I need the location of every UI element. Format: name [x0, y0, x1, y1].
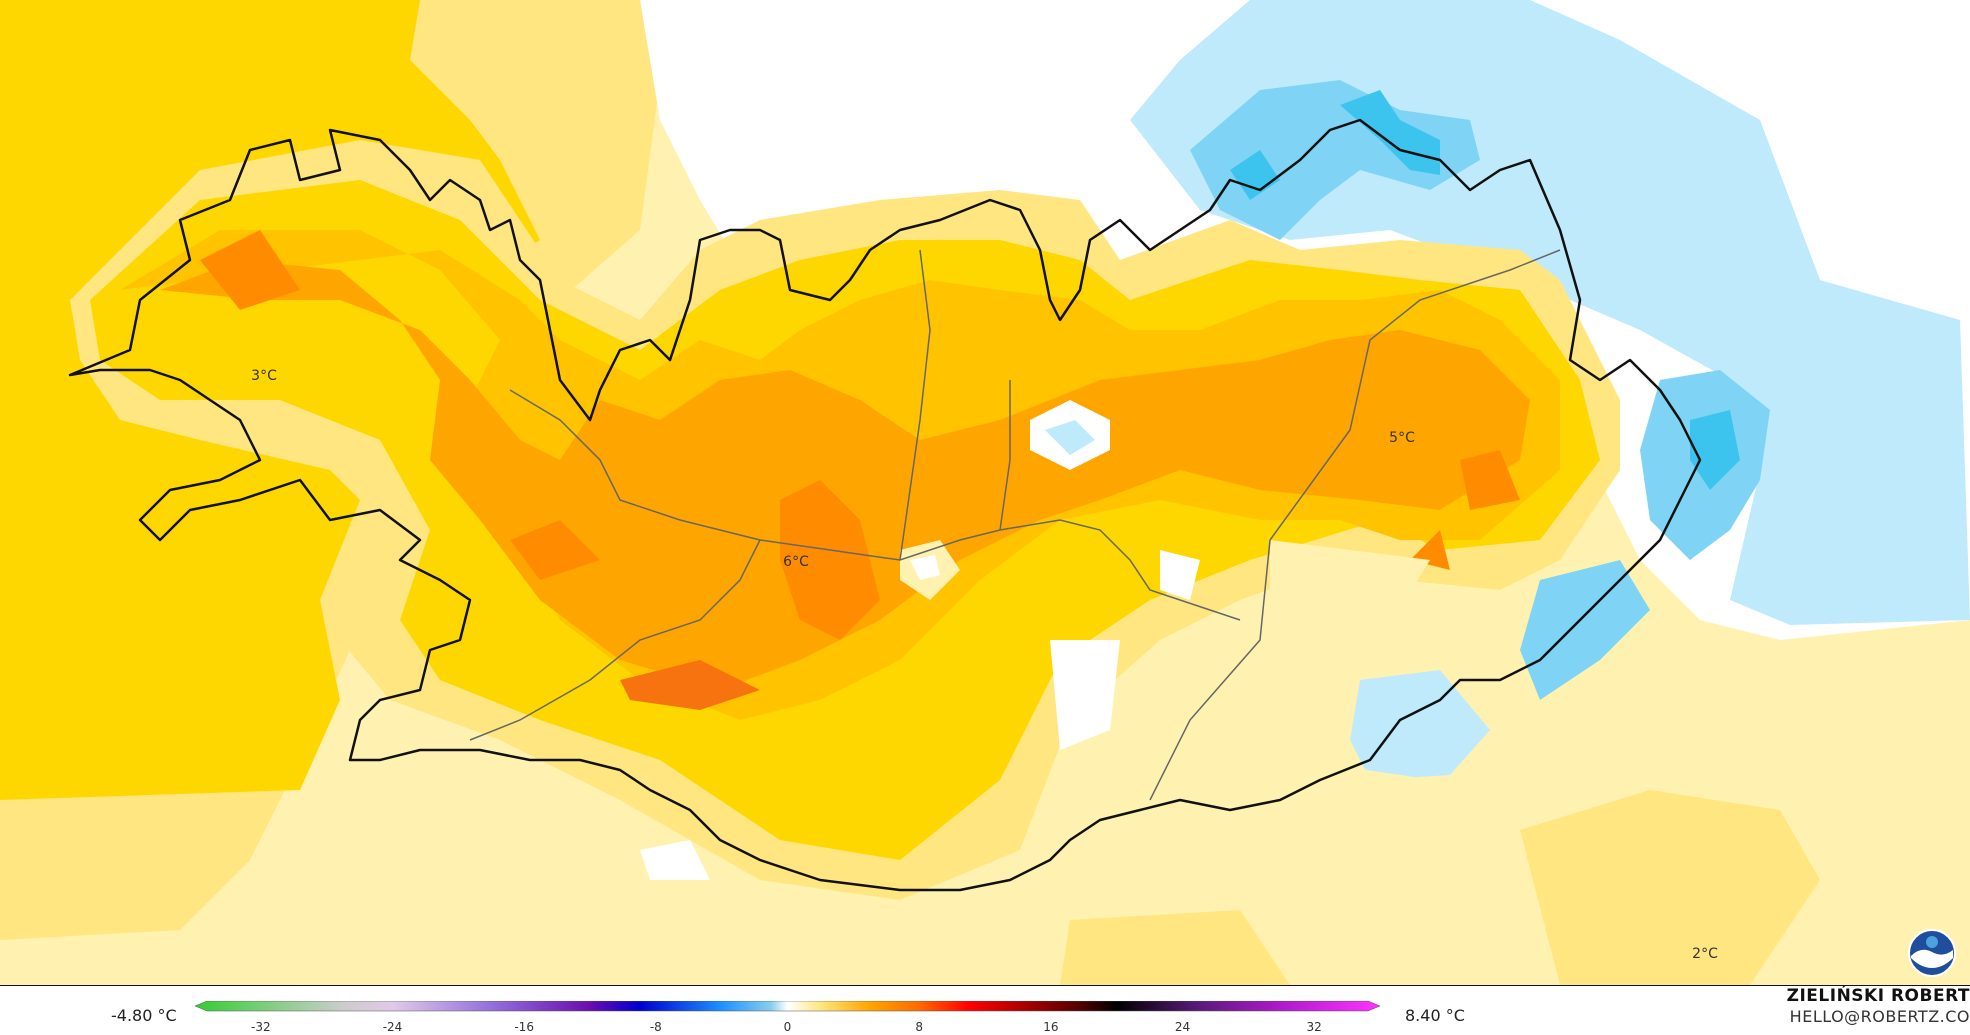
land-west-warm-core-2: [510, 520, 600, 580]
iceland-coastline: [68, 118, 1702, 892]
land-cool-spot-3: [1160, 550, 1200, 600]
sea-northeast-cold-band: [1190, 80, 1480, 240]
temp-label-west: 3°C: [251, 368, 277, 384]
colorbar-tick-label: 32: [1306, 1020, 1322, 1034]
temperature-colorbar: [195, 1001, 1380, 1012]
land-south-white-2: [640, 840, 710, 880]
colorbar-tick-label: 16: [1043, 1020, 1059, 1034]
colorbar-tick-label: -8: [649, 1020, 662, 1034]
region-border-3: [899, 249, 931, 561]
colorbar-bar: [195, 1001, 1380, 1012]
colorbar-tick-label: -16: [514, 1020, 534, 1034]
legend-max-label: 8.40 °C: [1405, 1006, 1465, 1025]
land-south-warm-core: [620, 660, 760, 710]
colorbar-tick-label: 0: [783, 1020, 792, 1034]
land-center-warm-core: [780, 480, 880, 640]
region-border-2: [469, 539, 761, 741]
region-border-4: [999, 380, 1011, 531]
sea-south-cool: [1350, 670, 1490, 780]
region-border-1: [509, 389, 1241, 621]
land-south-white: [1050, 640, 1120, 750]
sea-south-warm-patch-2: [1060, 910, 1290, 985]
region-border-5: [1149, 539, 1271, 801]
sea-northeast-cold-core-2: [1230, 150, 1280, 200]
region-border-6: [1269, 249, 1561, 541]
land-cold-spot-1-inner: [1045, 420, 1095, 455]
credit-email: HELLO@ROBERTZ.CO: [1789, 1007, 1970, 1026]
temp-label-east: 5°C: [1389, 430, 1415, 446]
map-canvas: [0, 0, 1970, 985]
credit-name: ZIELIŃSKI ROBERT: [1786, 986, 1970, 1006]
temp-label-center: 6°C: [783, 554, 809, 570]
legend-min-label: -4.80 °C: [111, 1006, 177, 1025]
sea-east-cold-core: [1690, 410, 1740, 490]
land-layer-4: [160, 260, 1530, 690]
temp-label-southeast-sea: 2°C: [1692, 946, 1718, 962]
sea-south-warm-patch: [1520, 790, 1820, 985]
land-east-warm-core: [1460, 450, 1520, 510]
sea-southeast-cold: [1520, 560, 1650, 700]
legend-footer: -4.80 °C 8.40 °C ZIELIŃSKI ROBERT HELLO@…: [0, 986, 1970, 1035]
land-southeast-cool: [1270, 540, 1430, 640]
noaa-logo-icon: [1908, 929, 1956, 977]
colorbar-tick-label: 24: [1174, 1020, 1191, 1034]
colorbar-tick-label: 8: [915, 1020, 923, 1034]
colorbar-tick-label: -24: [382, 1020, 403, 1034]
colorbar-tick-label: -32: [251, 1020, 271, 1034]
land-cool-spot-2-inner: [910, 555, 940, 580]
land-west-warm-core: [200, 230, 300, 310]
temperature-map: 3°C 6°C 5°C 2°C: [0, 0, 1970, 986]
